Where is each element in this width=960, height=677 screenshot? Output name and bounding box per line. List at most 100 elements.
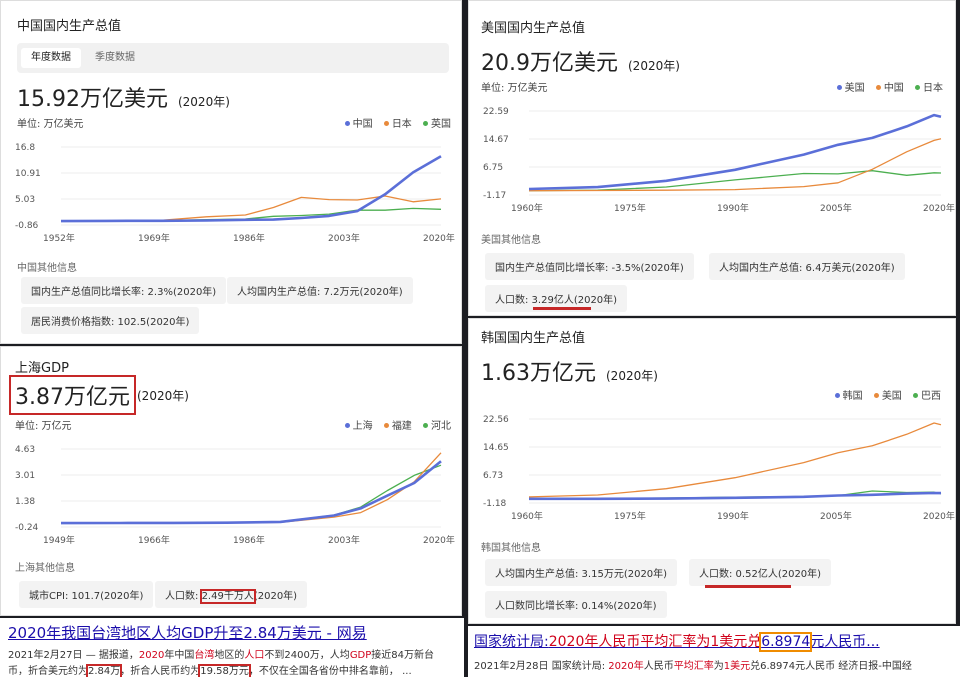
y-tick-label: 22.56 <box>483 415 509 425</box>
other-info-title: 中国其他信息 <box>17 263 77 274</box>
series-line-中国[interactable] <box>528 138 942 192</box>
snippet-text: 2021年2月27日 — 据报道， <box>8 650 139 661</box>
chip-year: (2020年) <box>253 591 298 602</box>
legend-dot <box>423 121 428 126</box>
title-boxed-rate: 6.8974 <box>759 632 813 652</box>
tab-quarterly[interactable]: 季度数据 <box>95 52 135 63</box>
y-tick-label: 4.63 <box>15 445 35 455</box>
series-line-日本[interactable] <box>528 170 942 192</box>
legend-item[interactable]: 日本 <box>923 83 943 94</box>
info-chip[interactable]: 人口数同比增长率: 0.14%(2020年) <box>485 591 667 618</box>
info-chip-population[interactable]: 人口数: 0.52亿人(2020年) <box>689 559 832 586</box>
legend-item[interactable]: 英国 <box>431 119 451 130</box>
legend-item[interactable]: 美国 <box>881 391 902 402</box>
korea-gdp-chart[interactable]: 22.56 14.65 6.73 -1.18 1960年 1975年 1990年 2005年 2… <box>469 409 956 531</box>
legend-item[interactable]: 上海 <box>352 421 373 432</box>
gdp-year: (2020年) <box>628 59 680 73</box>
info-chip[interactable]: 城市CPI: 101.7(2020年) <box>19 581 154 608</box>
title-text: 国家统计局: <box>474 634 549 650</box>
series-line-韩国[interactable] <box>529 491 942 501</box>
news-snippet-line2: 币，折合美元约为2.84万，折合人民币约为19.58万元，不仅在全国各省份中排名… <box>8 662 412 677</box>
info-chip[interactable]: 国内生产总值同比增长率: -3.5%(2020年) <box>485 253 694 280</box>
y-tick-label: 22.59 <box>483 107 509 117</box>
news-snippet-line1: 2021年2月27日 — 据报道，2020年中国台湾地区的人口不到2400万，人… <box>8 646 434 661</box>
news-result-taiwan: 2020年我国台湾地区人均GDP升至2.84万美元 - 网易 2021年2月27… <box>0 618 464 677</box>
usa-gdp-chart[interactable]: 22.59 14.67 6.75 -1.17 1960年 1975年 1990年 2005年 2… <box>469 101 956 223</box>
info-chip[interactable]: 国内生产总值同比增长率: 2.3%(2020年) <box>21 277 227 304</box>
x-tick-label: 1949年 <box>43 534 75 546</box>
snippet-text: 币，折合美元约为 <box>8 666 88 677</box>
news-title-link[interactable]: 国家统计局:2020年人民币平均汇率为1美元兑6.8974元人民币... <box>474 631 880 652</box>
series-line-河北[interactable] <box>61 464 442 524</box>
legend-item[interactable]: 福建 <box>391 421 412 432</box>
legend-item[interactable]: 日本 <box>391 119 412 130</box>
series-line-日本[interactable] <box>60 195 442 222</box>
other-info-title: 美国其他信息 <box>481 235 541 246</box>
x-tick-label: 1960年 <box>511 202 543 214</box>
series-line-中国[interactable] <box>60 155 442 223</box>
legend-item[interactable]: 中国 <box>883 83 904 94</box>
y-tick-label: -1.17 <box>483 191 506 201</box>
y-tick-label: 14.67 <box>483 135 509 145</box>
gdp-year: (2020年) <box>177 95 230 109</box>
series-line-上海[interactable] <box>60 460 442 525</box>
snippet-text: 地区的 <box>214 650 245 661</box>
snippet-highlight: 1美元 <box>723 661 751 672</box>
legend-dot <box>344 121 350 126</box>
china-gdp-chart[interactable]: 16.8 10.91 5.03 -0.86 1952年 1969年 1986年 2003年 20… <box>1 137 462 249</box>
series-line-美国[interactable] <box>528 113 942 191</box>
x-tick-label: 1969年 <box>138 232 170 244</box>
x-tick-label: 1960年 <box>511 510 543 522</box>
info-chip[interactable]: 人均国内生产总值: 7.2万元(2020年) <box>227 277 413 304</box>
unit-label: 单位: 万亿元 <box>15 421 72 432</box>
other-info-title: 上海其他信息 <box>15 563 75 574</box>
snippet-text: 2021年2月28日 国家统计局: <box>474 661 609 672</box>
chart-legend: 韩国 美国 巴西 <box>827 387 941 402</box>
legend-item[interactable]: 巴西 <box>921 391 941 402</box>
series-line-美国[interactable] <box>528 422 942 498</box>
shanghai-gdp-card: 上海GDP 3.87万亿元 (2020年) 单位: 万亿元 上海 福建 河北 4… <box>0 346 462 616</box>
legend-item[interactable]: 美国 <box>844 83 865 94</box>
china-gdp-card: 中国国内生产总值 年度数据 季度数据 15.92万亿美元 (2020年) 单位: … <box>0 0 462 344</box>
legend-item[interactable]: 河北 <box>431 421 451 432</box>
chart-legend: 上海 福建 河北 <box>337 417 451 432</box>
y-tick-label: -1.18 <box>483 499 507 509</box>
card-title: 韩国国内生产总值 <box>481 331 586 346</box>
x-tick-label: 2003年 <box>328 534 360 546</box>
x-tick-label: 2020年 <box>423 534 455 546</box>
gdp-amount: 15.92万亿美元 <box>17 87 168 112</box>
title-highlight: 2020年人民币平均汇率为1美元 <box>548 634 748 650</box>
x-tick-label: 2005年 <box>820 510 852 522</box>
snippet-highlight: 人口 <box>244 650 265 661</box>
x-tick-label: 1986年 <box>233 534 265 546</box>
legend-item[interactable]: 韩国 <box>842 391 863 402</box>
news-snippet: 2021年2月28日 国家统计局: 2020年人民币平均汇率为1美元兑6.897… <box>474 657 912 672</box>
x-tick-label: 1975年 <box>614 202 646 214</box>
info-chip[interactable]: 人均国内生产总值: 6.4万美元(2020年) <box>709 253 905 280</box>
y-tick-label: 14.65 <box>483 443 509 453</box>
usa-gdp-card: 美国国内生产总值 20.9万亿美元 (2020年) 单位: 万亿美元 美国 中国 … <box>468 0 956 316</box>
legend-dot <box>344 423 350 428</box>
series-line-福建[interactable] <box>61 452 442 524</box>
info-chip-population[interactable]: 人口数: 2.49千万人(2020年) <box>155 581 308 608</box>
legend-dot <box>834 393 840 398</box>
info-chip[interactable]: 居民消费价格指数: 102.5(2020年) <box>21 307 200 334</box>
snippet-highlight: GDP <box>349 650 372 661</box>
legend-dot <box>915 85 920 90</box>
snippet-text: 兑6.8974元人民币 经济日报-中国经 <box>750 661 912 672</box>
y-tick-label: -0.86 <box>15 221 39 231</box>
news-title-link[interactable]: 2020年我国台湾地区人均GDP升至2.84万美元 - 网易 <box>8 624 367 642</box>
legend-item[interactable]: 中国 <box>352 119 373 130</box>
news-result-exchange-rate: 国家统计局:2020年人民币平均汇率为1美元兑6.8974元人民币... 202… <box>468 626 960 677</box>
population-highlight: 2.49千万人 <box>199 589 256 604</box>
snippet-text: 不到2400万，人均 <box>264 650 350 661</box>
x-tick-label: 2020年 <box>423 232 455 244</box>
other-info-title: 韩国其他信息 <box>481 543 541 554</box>
info-chip[interactable]: 人均国内生产总值: 3.15万元(2020年) <box>485 559 678 586</box>
shanghai-gdp-chart[interactable]: 4.63 3.01 1.38 -0.24 1949年 1966年 1986年 2003年 202… <box>1 439 462 551</box>
tab-annual[interactable]: 年度数据 <box>21 48 81 68</box>
snippet-text: 为 <box>713 661 724 672</box>
card-title: 美国国内生产总值 <box>481 21 586 36</box>
x-tick-label: 1952年 <box>43 232 75 244</box>
gdp-year-wrap: (2020年) <box>137 387 189 404</box>
